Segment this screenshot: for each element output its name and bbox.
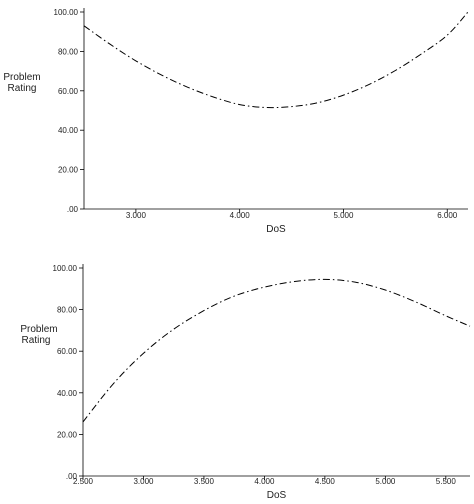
x-tick-label: 5.000	[375, 477, 396, 486]
y-tick-label: 60.00	[57, 347, 78, 356]
y-tick-label: .00	[67, 205, 79, 214]
x-tick-label: 6.000	[437, 211, 458, 220]
y-tick-label: .00	[66, 472, 78, 481]
y-tick-label: 40.00	[57, 389, 78, 398]
x-tick-label: 3.500	[194, 477, 215, 486]
y-axis-title-line: Rating	[8, 83, 37, 94]
y-axis-title-line: Rating	[22, 335, 51, 346]
y-tick-label: 60.00	[58, 87, 79, 96]
x-tick-label: 5.500	[436, 477, 457, 486]
y-tick-label: 20.00	[57, 430, 78, 439]
x-tick-label: 4.000	[230, 211, 251, 220]
series-line-1	[83, 11, 469, 109]
y-tick-label: 100.00	[53, 264, 78, 273]
x-tick-label: 5.000	[333, 211, 354, 220]
y-axis-title-line: Problem	[3, 72, 40, 83]
chart-panel-1: .00 20.00 40.00 60.00 80.00 100.00 3.000 4.000 5…	[3, 8, 469, 235]
x-axis-title: DoS	[267, 490, 287, 501]
y-tick-label: 40.00	[58, 126, 79, 135]
x-tick-label: 2.500	[73, 477, 94, 486]
series-line-1	[82, 278, 471, 423]
x-tick-label: 3.000	[133, 477, 154, 486]
y-tick-label: 80.00	[58, 47, 79, 56]
y-tick-label: 100.00	[54, 8, 79, 17]
x-axis-title: DoS	[266, 224, 286, 235]
x-tick-label: 4.000	[254, 477, 275, 486]
chart-panel-2: .00 20.00 40.00 60.00 80.00 100.00 2.500 3.000 3…	[20, 264, 471, 501]
y-tick-label: 80.00	[57, 306, 78, 315]
x-tick-label: 4.500	[315, 477, 336, 486]
y-axis-title-line: Problem	[20, 324, 57, 335]
x-tick-label: 3.000	[126, 211, 147, 220]
y-tick-label: 20.00	[58, 166, 79, 175]
